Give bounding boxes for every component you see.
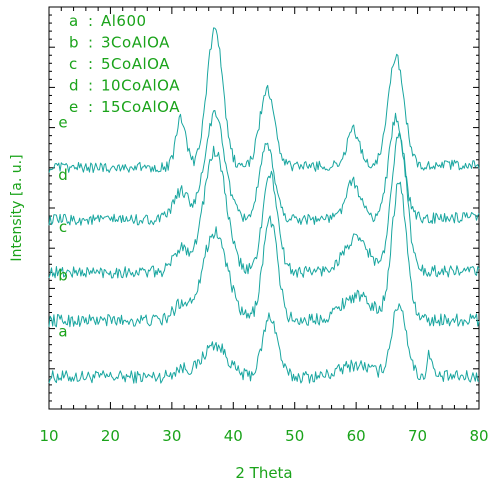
series-lines — [48, 27, 480, 384]
legend-separator: : — [88, 98, 93, 116]
curve-label-d: d — [58, 166, 68, 184]
legend-key: b — [69, 34, 79, 52]
x-tick-label: 40 — [224, 427, 243, 445]
series-line-e — [48, 27, 480, 173]
series-line-b — [48, 181, 480, 328]
x-tick-label: 80 — [469, 427, 488, 445]
x-tick-label: 60 — [347, 427, 366, 445]
legend-key: d — [69, 77, 79, 95]
legend-separator: : — [88, 77, 93, 95]
legend-separator: : — [88, 12, 93, 30]
curve-label-a: a — [58, 323, 67, 341]
x-axis-label: 2 Theta — [235, 464, 292, 482]
curve-label-c: c — [59, 218, 67, 236]
legend: a: Al600b:3CoAlOAc:5CoAlOAd:10CoAlOAe:15C… — [69, 12, 180, 116]
x-tick-label: 70 — [408, 427, 427, 445]
x-tick-label: 10 — [39, 427, 58, 445]
legend-label: Al600 — [101, 12, 147, 30]
series-line-c — [48, 132, 480, 279]
legend-label: 15CoAlOA — [101, 98, 180, 116]
legend-key: e — [69, 98, 78, 116]
x-tick-label: 50 — [285, 427, 304, 445]
legend-label: 5CoAlOA — [101, 55, 170, 73]
legend-separator: : — [88, 34, 93, 52]
legend-key: c — [69, 55, 77, 73]
x-tick-labels: 10 20 30 40 50 60 70 80 — [39, 427, 488, 445]
x-tick-label: 30 — [162, 427, 181, 445]
series-line-a — [48, 303, 480, 384]
legend-key: a — [69, 12, 78, 30]
legend-separator: : — [88, 55, 93, 73]
y-axis-label: Intensity [a. u.] — [9, 154, 25, 261]
series-line-d — [48, 110, 480, 226]
curve-label-e: e — [58, 114, 67, 132]
curve-label-b: b — [58, 266, 68, 284]
curve-labels: a b c d e — [58, 114, 68, 341]
legend-label: 10CoAlOA — [101, 77, 180, 95]
legend-label: 3CoAlOA — [101, 34, 170, 52]
x-tick-label: 20 — [101, 427, 120, 445]
